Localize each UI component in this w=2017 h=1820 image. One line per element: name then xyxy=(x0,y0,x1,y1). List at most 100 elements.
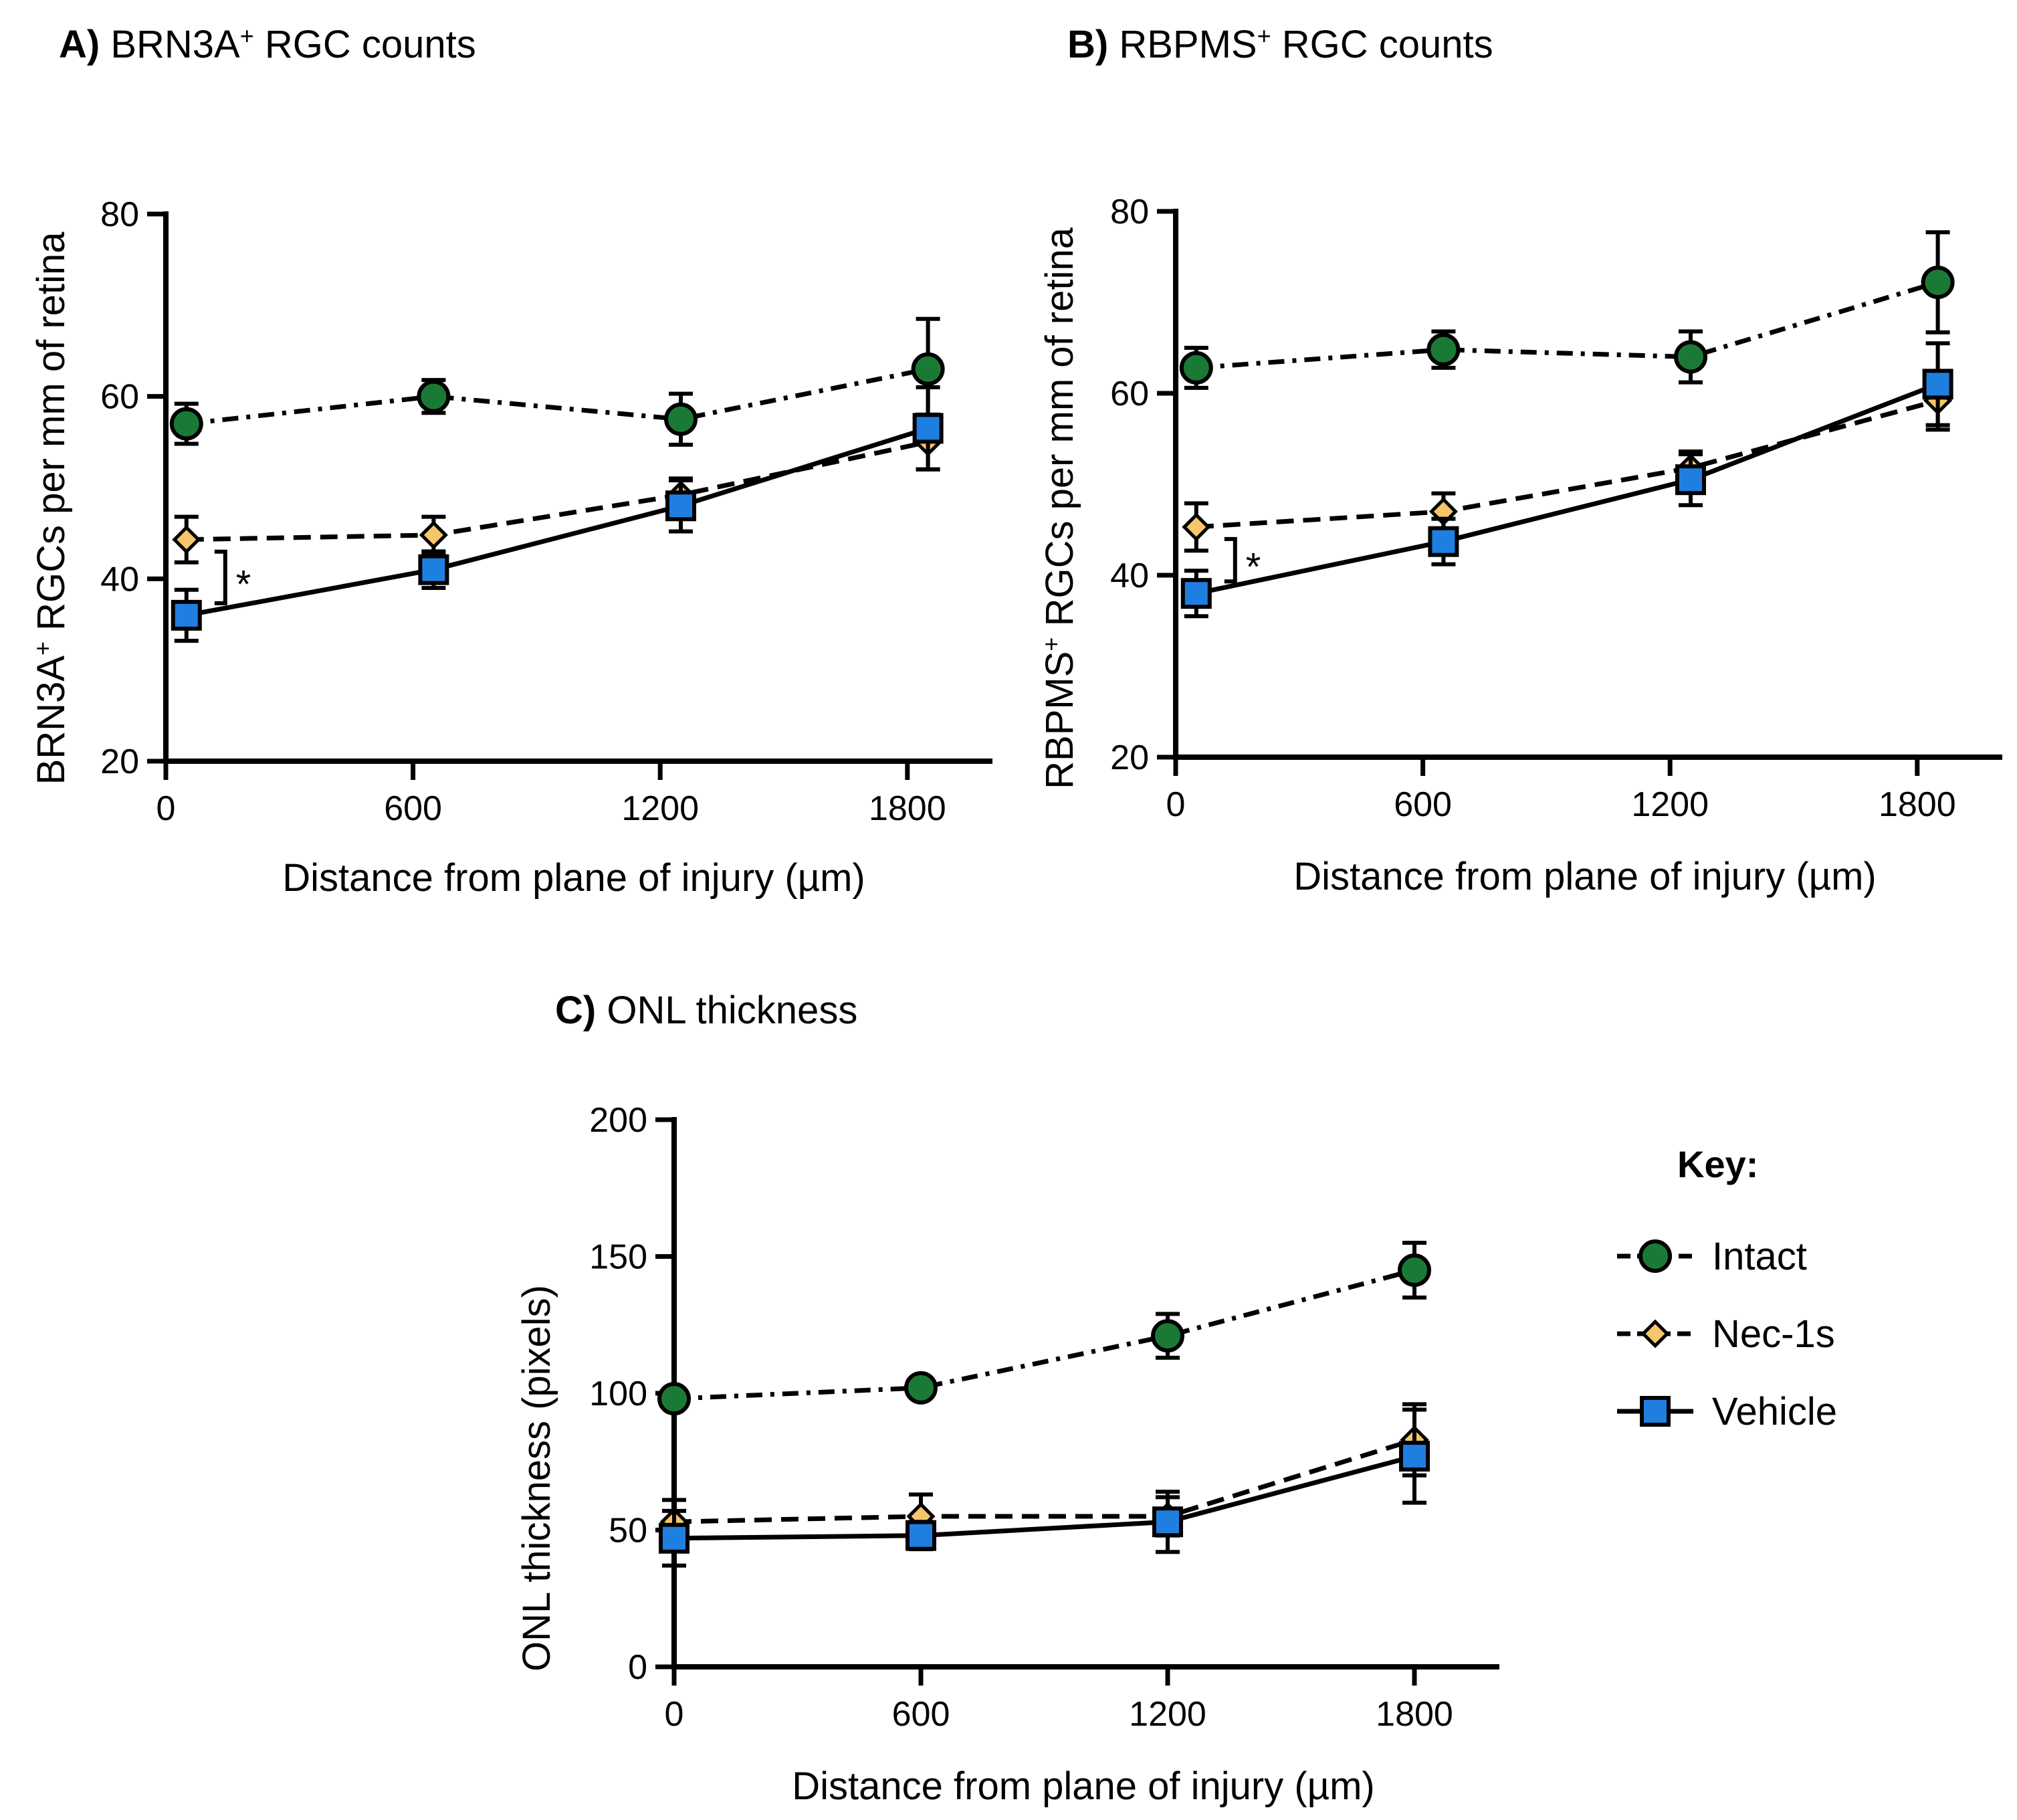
legend-item-vehicle: Vehicle xyxy=(1617,1390,1837,1433)
series-intact xyxy=(169,316,945,447)
data-point xyxy=(904,1371,938,1405)
panel-a-y-axis-label: BRN3A+ RGCs per mm of retina xyxy=(29,231,73,785)
y-tick-label: 60 xyxy=(1110,375,1149,413)
y-tick-label: 20 xyxy=(1110,738,1149,777)
y-tick-label: 150 xyxy=(589,1238,647,1277)
series-line xyxy=(186,439,929,542)
data-point xyxy=(1180,578,1212,609)
panel-c-chart: C) ONL thickness ONL thickness (pixels) … xyxy=(515,989,1499,1808)
significance-bracket xyxy=(1224,536,1237,584)
axes-frame xyxy=(1173,209,2002,760)
panel-b-x-axis-label: Distance from plane of injury (µm) xyxy=(1293,855,1876,898)
series-nec-1s xyxy=(172,412,943,565)
legend: Key: Intact Nec-1s Vehicle xyxy=(1617,1143,1837,1433)
data-point xyxy=(657,1382,691,1416)
series-line xyxy=(1196,280,1939,371)
data-point xyxy=(659,1522,689,1554)
data-point xyxy=(1428,526,1459,557)
series-intact xyxy=(1179,230,1955,390)
series-line xyxy=(1196,398,1939,530)
legend-marker xyxy=(1638,1239,1672,1273)
data-point xyxy=(1182,512,1211,542)
series-line xyxy=(1196,382,1939,596)
x-tick-label: 0 xyxy=(1166,785,1186,824)
series-intact xyxy=(657,1241,1431,1416)
series-line xyxy=(673,1268,1415,1401)
data-point xyxy=(1399,1441,1430,1472)
data-point xyxy=(1426,332,1461,367)
panel-c-y-axis-label: ONL thickness (pixels) xyxy=(515,1285,558,1672)
legend-title: Key: xyxy=(1677,1143,1758,1185)
y-tick-label: 80 xyxy=(100,195,139,234)
series-nec-1s xyxy=(659,1402,1429,1546)
panel-c-title: C) ONL thickness xyxy=(555,989,857,1032)
panel-b-chart: B) RBPMS+ RGC counts RBPMS+ RGCs per mm … xyxy=(1037,22,2002,898)
legend-item-nec-1s: Nec-1s xyxy=(1617,1312,1835,1356)
data-point xyxy=(1152,1506,1183,1538)
x-tick-label: 0 xyxy=(665,1695,684,1734)
x-tick-label: 0 xyxy=(156,789,176,828)
significance-star: * xyxy=(236,563,251,606)
data-point xyxy=(664,402,698,436)
significance-star: * xyxy=(1246,546,1261,589)
series-nec-1s xyxy=(1182,369,1953,553)
x-tick-label: 1200 xyxy=(621,789,699,828)
panel-b-y-axis-label: RBPMS+ RGCs per mm of retina xyxy=(1037,227,1081,789)
y-tick-label: 60 xyxy=(100,378,139,417)
series-vehicle xyxy=(171,385,944,643)
data-point xyxy=(172,525,201,554)
data-point xyxy=(169,407,203,441)
data-point xyxy=(1921,266,1955,300)
data-point xyxy=(1922,369,1953,400)
data-point xyxy=(1398,1253,1431,1287)
x-tick-label: 1800 xyxy=(1376,1695,1453,1734)
legend-label: Intact xyxy=(1712,1235,1807,1278)
panel-b-title: B) RBPMS+ RGC counts xyxy=(1067,22,1493,66)
y-tick-label: 50 xyxy=(609,1512,647,1550)
y-tick-label: 80 xyxy=(1110,193,1149,231)
x-tick-label: 600 xyxy=(892,1695,950,1734)
y-tick-label: 20 xyxy=(100,742,139,781)
y-tick-label: 200 xyxy=(589,1101,647,1140)
data-point xyxy=(912,413,944,444)
data-point xyxy=(1674,340,1707,374)
x-tick-label: 600 xyxy=(384,789,442,828)
data-point xyxy=(418,554,449,585)
panel-a-x-axis-label: Distance from plane of injury (µm) xyxy=(282,856,865,900)
series-line xyxy=(186,426,929,618)
data-point xyxy=(419,520,448,550)
legend-marker xyxy=(1640,1319,1670,1348)
x-tick-label: 1800 xyxy=(869,789,946,828)
panel-a-chart: A) BRN3A+ RGC counts BRN3A+ RGCs per mm … xyxy=(29,22,992,900)
data-point xyxy=(906,1520,936,1551)
axes-frame xyxy=(163,211,992,764)
data-point xyxy=(1151,1319,1184,1353)
x-tick-label: 1200 xyxy=(1631,785,1709,824)
x-tick-label: 1200 xyxy=(1129,1695,1206,1734)
data-point xyxy=(1179,350,1213,385)
legend-item-intact: Intact xyxy=(1617,1235,1807,1278)
data-point xyxy=(1675,464,1706,496)
legend-label: Vehicle xyxy=(1712,1390,1837,1433)
data-point xyxy=(417,379,451,413)
y-tick-label: 0 xyxy=(628,1648,647,1687)
x-tick-label: 1800 xyxy=(1879,785,1956,824)
panel-a-title: A) BRN3A+ RGC counts xyxy=(59,22,476,66)
legend-marker xyxy=(1640,1396,1671,1427)
series-line xyxy=(186,367,929,427)
x-tick-label: 600 xyxy=(1394,785,1452,824)
data-point xyxy=(171,599,202,631)
significance-bracket xyxy=(214,549,227,605)
series-vehicle xyxy=(659,1407,1430,1568)
y-tick-label: 40 xyxy=(100,560,139,599)
series-vehicle xyxy=(1180,341,1953,619)
series-line xyxy=(673,1437,1416,1524)
data-point xyxy=(665,490,696,522)
panel-c-x-axis-label: Distance from plane of injury (µm) xyxy=(792,1764,1374,1808)
y-tick-label: 40 xyxy=(1110,557,1149,595)
legend-label: Nec-1s xyxy=(1712,1312,1835,1356)
y-tick-label: 100 xyxy=(589,1375,647,1413)
data-point xyxy=(911,352,945,386)
series-line xyxy=(673,1453,1415,1541)
